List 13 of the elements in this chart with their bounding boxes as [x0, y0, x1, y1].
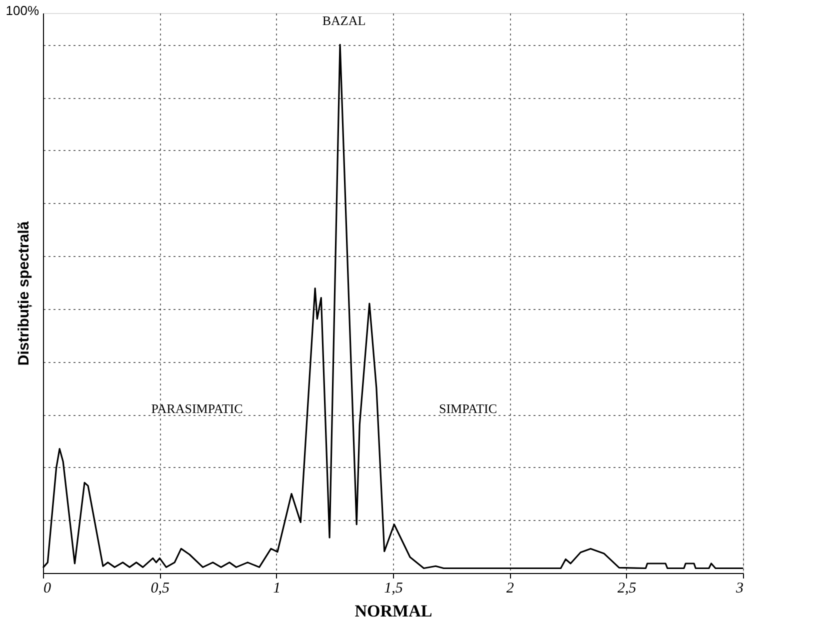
x-tick-label: 2: [506, 580, 514, 596]
x-tick-label: 3: [735, 580, 744, 596]
x-tick-label: 2,5: [617, 580, 637, 596]
y-axis-title: Distribuție spectrală: [16, 220, 32, 366]
x-tick-label: 0,5: [150, 580, 170, 596]
text: 100%: [6, 3, 40, 18]
x-tick-label: 1: [273, 580, 281, 596]
x-tick-label: 0: [44, 580, 52, 596]
annotation: SIMPATIC: [438, 401, 498, 416]
x-axis-title: NORMAL: [354, 602, 432, 620]
text: BAZAL: [322, 13, 366, 28]
annotation: PARASIMPATIC: [151, 401, 243, 416]
x-tick-label: 1,5: [384, 580, 404, 596]
